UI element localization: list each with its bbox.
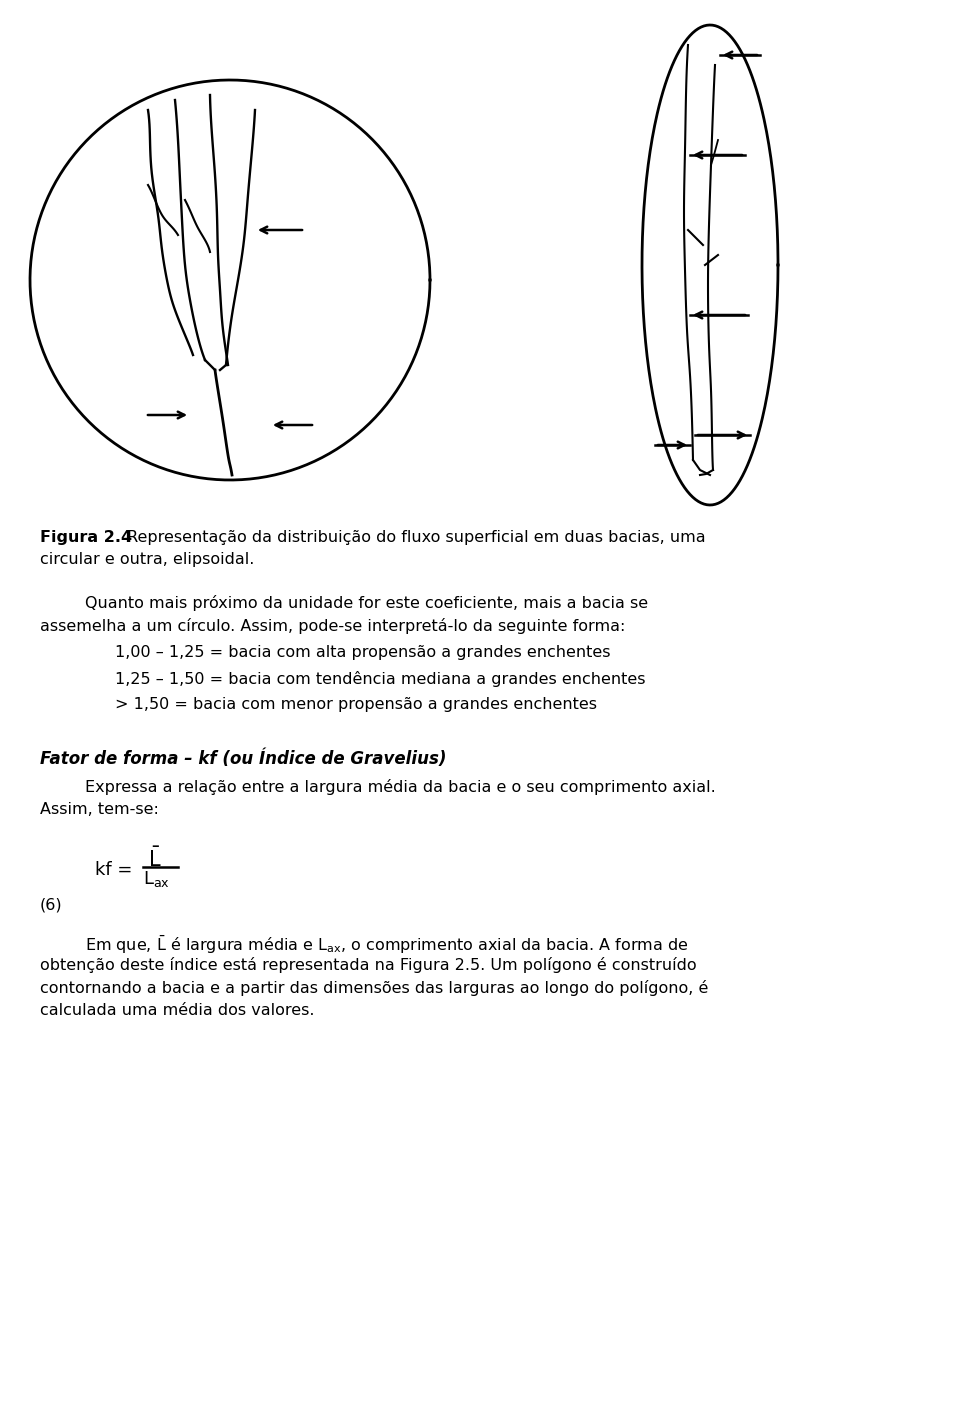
Text: (6): (6) xyxy=(40,897,62,912)
Text: > 1,50 = bacia com menor propensão a grandes enchentes: > 1,50 = bacia com menor propensão a gra… xyxy=(115,697,597,711)
Text: 1,25 – 1,50 = bacia com tendência mediana a grandes enchentes: 1,25 – 1,50 = bacia com tendência median… xyxy=(115,671,645,687)
Text: Assim, tem-se:: Assim, tem-se: xyxy=(40,803,158,817)
Text: contornando a bacia e a partir das dimensões das larguras ao longo do polígono, : contornando a bacia e a partir das dimen… xyxy=(40,981,708,996)
Text: Representação da distribuição do fluxo superficial em duas bacias, uma: Representação da distribuição do fluxo s… xyxy=(122,530,706,544)
Text: Expressa a relação entre a largura média da bacia e o seu comprimento axial.: Expressa a relação entre a largura média… xyxy=(85,779,716,796)
Text: Figura 2.4: Figura 2.4 xyxy=(40,530,132,544)
Text: kf =: kf = xyxy=(95,861,132,880)
Text: 1,00 – 1,25 = bacia com alta propensão a grandes enchentes: 1,00 – 1,25 = bacia com alta propensão a… xyxy=(115,645,611,659)
Text: $\mathrm{L_{ax}}$: $\mathrm{L_{ax}}$ xyxy=(143,868,170,890)
Text: circular e outra, elipsoidal.: circular e outra, elipsoidal. xyxy=(40,551,254,567)
Text: Em que, $\bar{\mathrm{L}}$ é largura média e $\mathrm{L_{ax}}$, o comprimento ax: Em que, $\bar{\mathrm{L}}$ é largura méd… xyxy=(85,934,688,957)
Text: assemelha a um círculo. Assim, pode-se interpretá-lo da seguinte forma:: assemelha a um círculo. Assim, pode-se i… xyxy=(40,617,625,634)
Text: obtenção deste índice está representada na Figura 2.5. Um polígono é construído: obtenção deste índice está representada … xyxy=(40,957,697,974)
Text: $\bar{\mathrm{L}}$: $\bar{\mathrm{L}}$ xyxy=(148,847,161,871)
Text: Quanto mais próximo da unidade for este coeficiente, mais a bacia se: Quanto mais próximo da unidade for este … xyxy=(85,595,648,610)
Text: calculada uma média dos valores.: calculada uma média dos valores. xyxy=(40,1003,315,1019)
Text: Fator de forma – kf (ou Índice de Gravelius): Fator de forma – kf (ou Índice de Gravel… xyxy=(40,749,446,767)
